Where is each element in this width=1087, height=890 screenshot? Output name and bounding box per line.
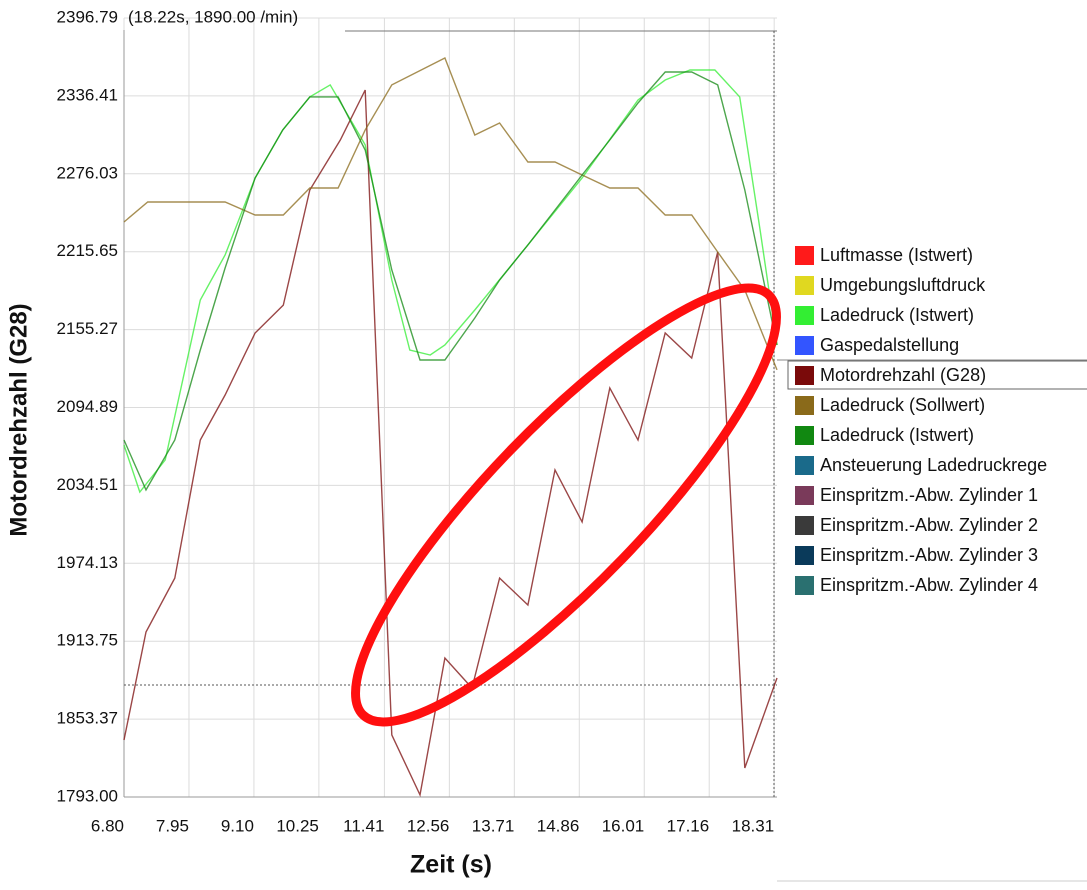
- x-tick-label: 10.25: [276, 816, 319, 835]
- x-tick-label: 9.10: [221, 816, 254, 835]
- legend-swatch: [795, 276, 814, 295]
- legend-label: Einspritzm.-Abw. Zylinder 4: [820, 575, 1038, 595]
- y-tick-label: 1913.75: [57, 631, 118, 650]
- legend-swatch: [795, 306, 814, 325]
- series-line: [123, 57, 778, 371]
- legend-label: Ladedruck (Istwert): [820, 425, 974, 445]
- x-tick-label: 17.16: [667, 816, 710, 835]
- highlight-ellipse: [351, 283, 781, 727]
- legend-label: Luftmasse (Istwert): [820, 245, 973, 265]
- series-line: [123, 69, 778, 494]
- series-line: [123, 71, 778, 492]
- legend: Luftmasse (Istwert) Umgebungsluftdruck Lad…: [787, 245, 1087, 595]
- cursor-readout: (18.22s, 1890.00 /min): [128, 7, 298, 26]
- legend-label: Ladedruck (Istwert): [820, 305, 974, 325]
- legend-label: Einspritzm.-Abw. Zylinder 2: [820, 515, 1038, 535]
- series-line: [123, 89, 778, 798]
- legend-swatch: [795, 396, 814, 415]
- y-tick-label: 2034.51: [57, 475, 118, 494]
- legend-swatch: [795, 456, 814, 475]
- lines: [123, 57, 778, 798]
- legend-swatch: [795, 426, 814, 445]
- y-tick-label: 2336.41: [57, 85, 118, 104]
- legend-swatch: [795, 336, 814, 355]
- legend-swatch: [795, 486, 814, 505]
- x-tick-label: 7.95: [156, 816, 189, 835]
- legend-swatch: [795, 516, 814, 535]
- legend-swatch: [795, 366, 814, 385]
- legend-swatch: [795, 546, 814, 565]
- x-tick-label: 16.01: [602, 816, 645, 835]
- x-tick-label: 11.41: [343, 816, 384, 835]
- y-tick-label: 2094.89: [57, 397, 118, 416]
- legend-swatch: [795, 246, 814, 265]
- y-tick-label: 2276.03: [57, 163, 118, 182]
- x-tick-label: 12.56: [407, 816, 450, 835]
- y-tick-label: 2215.65: [57, 241, 118, 260]
- legend-label: Gaspedalstellung: [820, 335, 959, 355]
- x-tick-label: 18.31: [732, 816, 775, 835]
- y-tick-label: 2396.79: [57, 7, 118, 26]
- y-tick-label: 1974.13: [57, 553, 118, 572]
- legend-label: Umgebungsluftdruck: [820, 275, 986, 295]
- x-tick-label: 13.71: [472, 816, 515, 835]
- legend-label: Ladedruck (Sollwert): [820, 395, 985, 415]
- y-tick-label: 2155.27: [57, 319, 118, 338]
- x-axis-title: Zeit (s): [410, 851, 492, 879]
- x-tick-label: 6.80: [91, 816, 124, 835]
- y-tick-label: 1793.00: [57, 786, 118, 805]
- y-tick-label: 1853.37: [57, 709, 118, 728]
- y-axis-title: Motordrehzahl (G28): [5, 303, 32, 536]
- legend-swatch: [795, 576, 814, 595]
- legend-selection: [787, 360, 1087, 390]
- legend-label: Einspritzm.-Abw. Zylinder 1: [820, 485, 1038, 505]
- x-tick-label: 14.86: [537, 816, 580, 835]
- legend-label: Einspritzm.-Abw. Zylinder 3: [820, 545, 1038, 565]
- legend-label: Ansteuerung Ladedruckrege: [820, 455, 1047, 475]
- legend-label: Motordrehzahl (G28): [820, 365, 986, 385]
